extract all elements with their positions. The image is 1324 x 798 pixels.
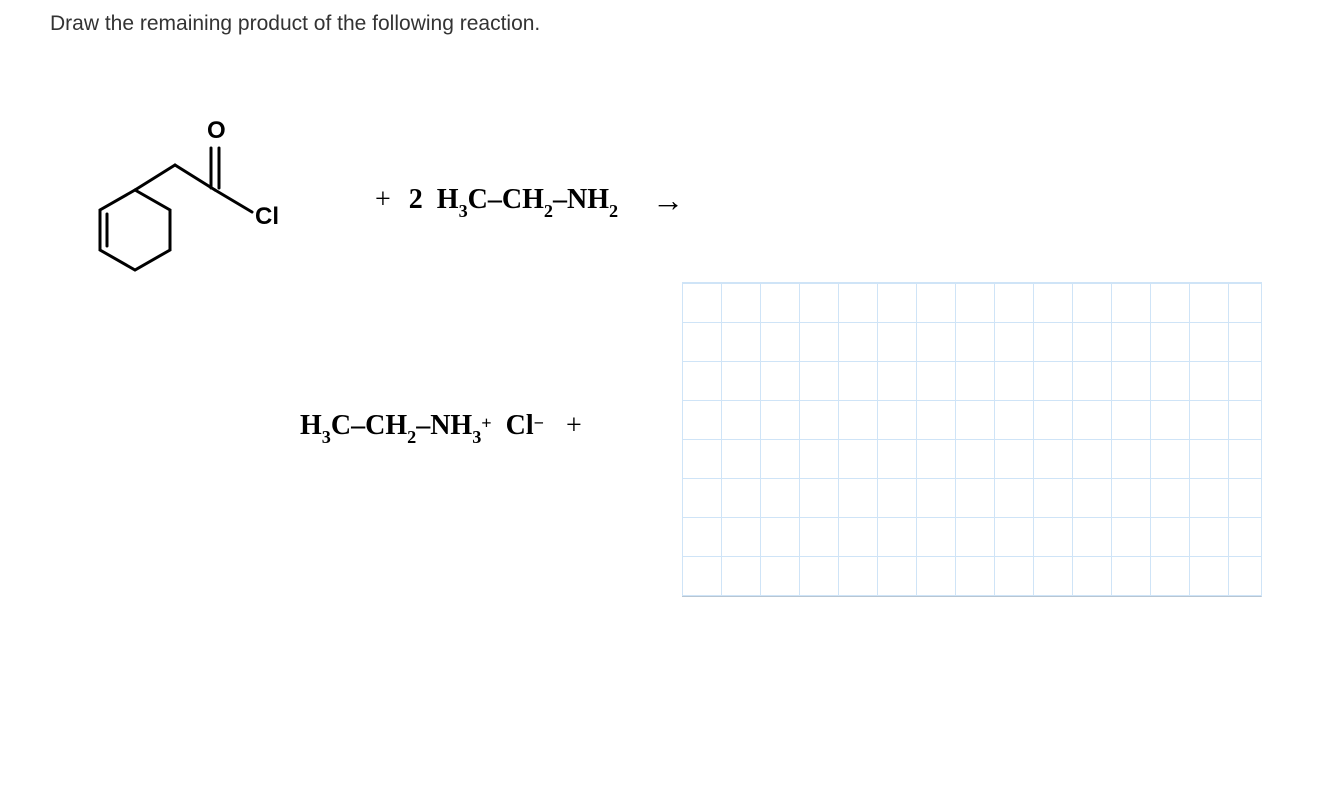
f-nh2-sub: 2 bbox=[609, 202, 618, 220]
p-h3-sub: 3 bbox=[322, 428, 331, 446]
f-dash2: – bbox=[553, 184, 567, 216]
plus-symbol: + bbox=[375, 184, 391, 216]
p-nh: NH bbox=[430, 410, 472, 442]
plus-after: + bbox=[566, 410, 582, 442]
reaction-arrow: → bbox=[652, 182, 684, 219]
reaction-row: O Cl + 2 H 3 C – CH 2 – NH 2 → bbox=[75, 100, 684, 300]
p-dash1: – bbox=[351, 410, 365, 442]
stoich-coeff: 2 bbox=[409, 184, 423, 216]
reactant-structure: O Cl bbox=[75, 100, 305, 300]
f-c: C bbox=[468, 184, 488, 216]
f-ch: CH bbox=[502, 184, 544, 216]
p-nh3-sup: + bbox=[481, 414, 491, 432]
p-ch: CH bbox=[365, 410, 407, 442]
p-dash2: – bbox=[416, 410, 430, 442]
f-nh: NH bbox=[567, 184, 609, 216]
oxygen-label: O bbox=[207, 117, 226, 144]
reagent-formula: + 2 H 3 C – CH 2 – NH 2 → bbox=[375, 182, 684, 219]
p-cl: Cl bbox=[506, 410, 534, 442]
f-ch2-sub: 2 bbox=[544, 202, 553, 220]
p-c: C bbox=[331, 410, 351, 442]
f-h: H bbox=[437, 184, 459, 216]
p-cl-sup: − bbox=[534, 414, 544, 432]
f-h3-sub: 3 bbox=[459, 202, 468, 220]
question-text: Draw the remaining product of the follow… bbox=[50, 12, 540, 36]
f-dash1: – bbox=[488, 184, 502, 216]
p-ch2-sub: 2 bbox=[407, 428, 416, 446]
drawing-canvas[interactable] bbox=[682, 282, 1262, 597]
product-row: H 3 C – CH 2 – NH 3 + Cl − + bbox=[300, 410, 582, 442]
p-nh3-sub: 3 bbox=[472, 428, 481, 446]
p-h: H bbox=[300, 410, 322, 442]
cl-label: Cl bbox=[255, 203, 279, 230]
